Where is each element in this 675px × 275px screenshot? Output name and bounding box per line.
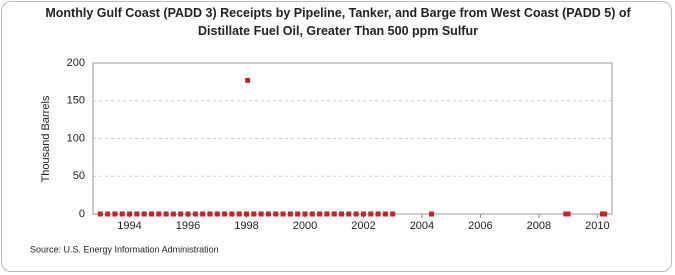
x-tick-label: 1996 bbox=[176, 220, 200, 232]
point bbox=[339, 211, 345, 217]
source: Source: U.S. Energy Information Administ… bbox=[30, 244, 219, 254]
x-tick-label: 2004 bbox=[410, 220, 434, 232]
point bbox=[317, 211, 323, 217]
point bbox=[302, 211, 308, 217]
y-tick-label: 200 bbox=[67, 57, 85, 69]
point bbox=[429, 211, 435, 217]
point bbox=[265, 211, 271, 217]
chart-title: Monthly Gulf Coast (PADD 3) Receipts by … bbox=[45, 6, 631, 38]
point bbox=[375, 211, 381, 217]
point bbox=[119, 211, 125, 217]
point bbox=[360, 211, 366, 217]
point bbox=[185, 211, 191, 217]
point bbox=[156, 211, 162, 217]
point bbox=[192, 211, 198, 217]
point bbox=[331, 211, 337, 217]
point bbox=[273, 211, 279, 217]
point bbox=[390, 211, 396, 217]
point bbox=[163, 211, 169, 217]
point bbox=[200, 211, 206, 217]
y-tick-label: 0 bbox=[79, 208, 85, 220]
point bbox=[324, 211, 330, 217]
point bbox=[295, 211, 301, 217]
point bbox=[382, 211, 388, 217]
point bbox=[148, 211, 154, 217]
point bbox=[280, 211, 286, 217]
point bbox=[245, 77, 251, 83]
point bbox=[112, 211, 118, 217]
x-tick-label: 2000 bbox=[293, 220, 317, 232]
point bbox=[105, 211, 111, 217]
point bbox=[251, 211, 257, 217]
point bbox=[97, 211, 103, 217]
x-tick-label: 2010 bbox=[585, 220, 609, 232]
x-tick-label: 2002 bbox=[351, 220, 375, 232]
point bbox=[244, 211, 250, 217]
point bbox=[214, 211, 220, 217]
point bbox=[127, 211, 133, 217]
point bbox=[565, 211, 571, 217]
y-tick-label: 50 bbox=[73, 170, 85, 182]
y-tick-label: 100 bbox=[67, 132, 85, 144]
point bbox=[602, 211, 608, 217]
point bbox=[222, 211, 228, 217]
point bbox=[236, 211, 242, 217]
chart-frame bbox=[1, 1, 672, 272]
y-tick-label: 150 bbox=[67, 95, 85, 107]
point bbox=[141, 211, 147, 217]
point bbox=[207, 211, 213, 217]
point bbox=[353, 211, 359, 217]
point bbox=[287, 211, 293, 217]
point bbox=[309, 211, 315, 217]
x-tick-label: 1998 bbox=[234, 220, 258, 232]
x-tick-label: 2008 bbox=[527, 220, 551, 232]
point bbox=[229, 211, 235, 217]
point bbox=[134, 211, 140, 217]
point bbox=[258, 211, 264, 217]
y-axis-label: Thousand Barrels bbox=[40, 95, 52, 182]
x-tick-label: 2006 bbox=[468, 220, 492, 232]
x-tick-label: 1994 bbox=[117, 220, 141, 232]
point bbox=[368, 211, 374, 217]
plot-border bbox=[92, 62, 613, 215]
point bbox=[346, 211, 352, 217]
point bbox=[170, 211, 176, 217]
point bbox=[178, 211, 184, 217]
